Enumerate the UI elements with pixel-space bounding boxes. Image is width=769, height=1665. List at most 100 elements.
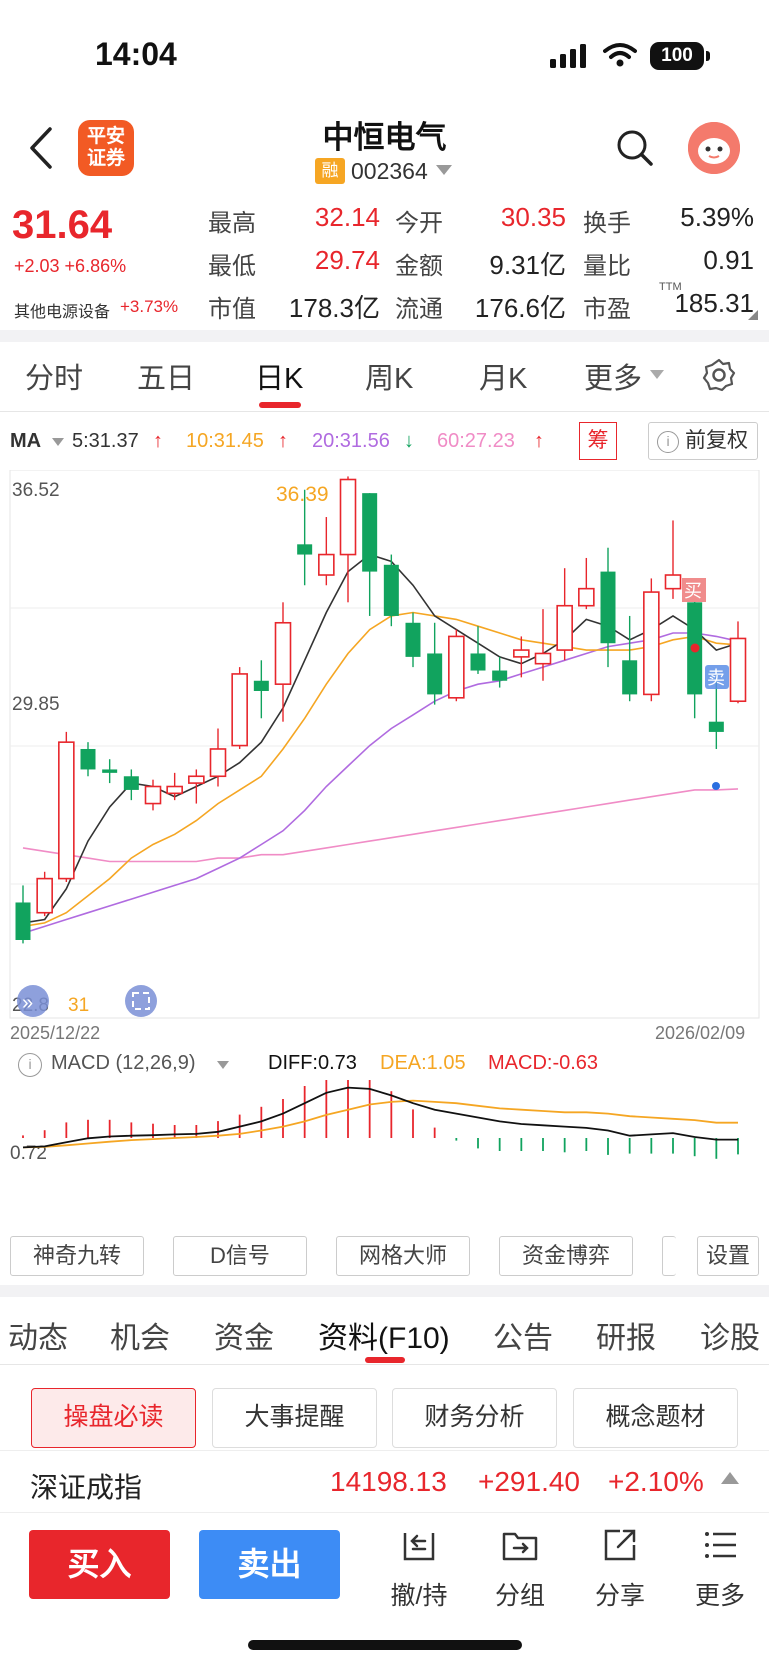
candle <box>15 885 31 944</box>
candle <box>578 557 595 610</box>
candlestick-chart[interactable]: 36.52 29.85 36.39 22.8 31 » 买 卖 <box>0 470 769 1040</box>
pe-ttm-superscript: TTM <box>659 281 682 293</box>
tool-settings[interactable]: 设置 <box>697 1236 759 1276</box>
sub-tab-concepts[interactable]: 概念题材 <box>573 1388 738 1448</box>
more-dropdown-icon[interactable] <box>650 370 664 379</box>
candle <box>274 602 292 722</box>
candle <box>470 626 486 674</box>
avatar[interactable] <box>688 122 740 174</box>
tool-partial[interactable] <box>662 1236 676 1276</box>
tab-announcement[interactable]: 公告 <box>493 1322 553 1355</box>
sub-tab-events[interactable]: 大事提醒 <box>212 1388 377 1448</box>
expand-left-icon <box>17 985 49 1017</box>
index-percent: +2.10% <box>608 1466 704 1497</box>
tool-capital-game[interactable]: 资金博弈 <box>499 1236 633 1276</box>
chip-distribution-button[interactable]: 筹 <box>579 422 617 460</box>
candle-body <box>383 564 399 616</box>
buy-point-dot <box>690 643 700 653</box>
tab-daily-k[interactable]: 日K <box>255 363 304 395</box>
buy-signal-label: 买 <box>684 581 702 601</box>
candle-body <box>209 748 227 778</box>
sell-signal-label: 卖 <box>707 668 725 688</box>
current-price: 31.64 <box>12 203 113 247</box>
sub-tab-financials[interactable]: 财务分析 <box>392 1388 557 1448</box>
tab-diagnosis[interactable]: 诊股 <box>700 1322 760 1355</box>
tab-intraday[interactable]: 分时 <box>25 363 84 395</box>
ma60-value: 60:27.23 <box>437 430 515 452</box>
gear-icon[interactable] <box>702 358 736 392</box>
tool-d-signal[interactable]: D信号 <box>173 1236 307 1276</box>
tab-news[interactable]: 动态 <box>8 1322 68 1355</box>
candle-body <box>622 660 638 695</box>
candle-body <box>188 775 205 784</box>
high-price-marker: 36.39 <box>276 483 329 506</box>
candle <box>339 476 357 603</box>
macd-title[interactable]: MACD (12,26,9) <box>51 1052 196 1074</box>
sell-button[interactable]: 卖出 <box>199 1530 340 1599</box>
price-adjust-button[interactable]: 前复权 <box>648 422 758 460</box>
stock-code[interactable]: 002364 <box>351 158 428 184</box>
more-icon <box>705 1532 736 1558</box>
candle <box>622 615 638 702</box>
candle-body <box>534 652 552 665</box>
ma-label[interactable]: MA <box>10 430 42 452</box>
cancel-hold-label: 撤/持 <box>390 1582 448 1610</box>
candle <box>405 612 421 668</box>
macd-chart[interactable] <box>0 1080 769 1230</box>
stat-label: 最高 <box>208 210 256 237</box>
back-button[interactable] <box>22 125 62 171</box>
divider <box>0 411 769 412</box>
candle <box>664 520 682 599</box>
tab-research[interactable]: 研报 <box>596 1322 656 1355</box>
tool-magic-nine[interactable]: 神奇九转 <box>10 1236 144 1276</box>
tab-more[interactable]: 更多 <box>584 363 643 395</box>
more-button[interactable]: 更多 <box>680 1525 760 1612</box>
broker-logo: 平安 证券 <box>78 120 134 176</box>
chart-frame <box>9 470 760 1019</box>
stat-value: 32.14 <box>314 202 380 232</box>
group-button[interactable]: 分组 <box>480 1525 560 1612</box>
search-icon[interactable] <box>615 128 655 168</box>
stock-name: 中恒电气 <box>322 120 447 155</box>
index-ticker-bar[interactable] <box>0 1450 769 1512</box>
y-axis-mid-label: 29.85 <box>12 694 60 715</box>
candle <box>643 578 660 702</box>
share-button[interactable]: 分享 <box>580 1525 660 1612</box>
tab-weekly-k[interactable]: 周K <box>365 363 414 395</box>
index-change: +291.40 <box>478 1466 580 1497</box>
tab-monthly-k[interactable]: 月K <box>479 363 528 395</box>
macd-diff: DIFF:0.73 <box>268 1052 357 1074</box>
candle-body <box>123 776 139 790</box>
sell-point-dot <box>712 782 720 790</box>
buy-button[interactable]: 买入 <box>29 1530 170 1599</box>
candle-body <box>102 769 118 773</box>
stat-label: 流通 <box>395 296 443 323</box>
info-icon[interactable]: i <box>18 1053 42 1077</box>
tab-funds[interactable]: 资金 <box>214 1322 274 1355</box>
sector-name[interactable]: 其他电源设备 <box>14 304 111 321</box>
macd-dropdown-icon[interactable] <box>217 1061 229 1069</box>
tab-five-day[interactable]: 五日 <box>137 363 196 395</box>
stat-value: 0.91 <box>703 245 754 275</box>
chevron-down-icon[interactable] <box>436 165 452 175</box>
tool-grid-master[interactable]: 网格大师 <box>336 1236 470 1276</box>
sub-tab-trading-guide[interactable]: 操盘必读 <box>31 1388 196 1448</box>
stat-value: 185.31 <box>674 288 754 318</box>
stat-value: 30.35 <box>500 202 566 232</box>
tab-opportunity[interactable]: 机会 <box>110 1322 170 1355</box>
candle-body <box>362 493 378 572</box>
tab-f10[interactable]: 资料(F10) <box>318 1322 450 1355</box>
y-axis-max-label: 36.52 <box>12 480 60 501</box>
candle-body <box>36 877 53 914</box>
ma-dropdown-icon[interactable] <box>52 438 64 446</box>
cancel-hold-button[interactable]: 撤/持 <box>379 1525 459 1612</box>
candle <box>231 667 248 749</box>
group-icon <box>502 1532 538 1561</box>
low-marker-right: 31 <box>68 995 89 1016</box>
stat-label: 量比 <box>583 253 631 280</box>
candle-body <box>513 649 530 658</box>
battery-icon: 100 <box>650 42 710 70</box>
share-label: 分享 <box>594 1582 645 1610</box>
expand-up-icon[interactable] <box>721 1472 739 1484</box>
candle-body <box>58 741 75 880</box>
